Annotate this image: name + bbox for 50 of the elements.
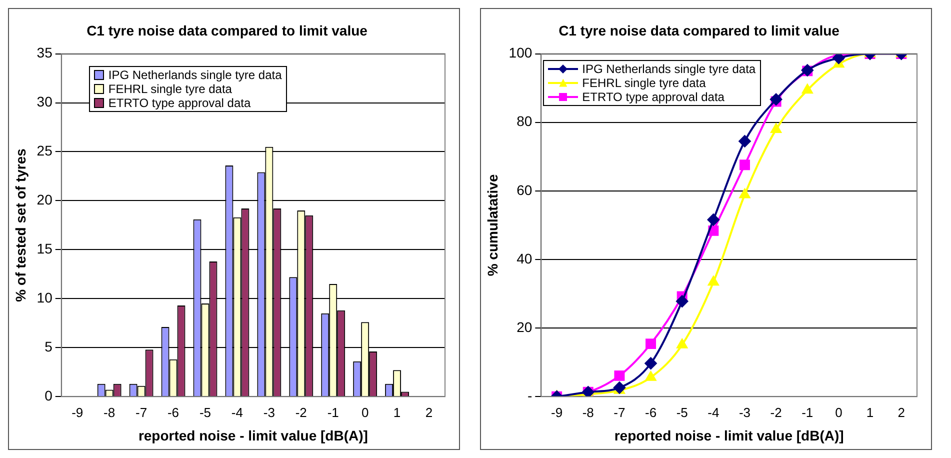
y-axis-title: % cumulatative	[484, 174, 500, 276]
x-tick-label: -9	[72, 404, 84, 420]
x-tick-label: -8	[104, 404, 116, 420]
legend-label: IPG Netherlands single tyre data	[582, 62, 756, 76]
x-tick-label: -7	[614, 404, 626, 420]
legend-label: FEHRL single tyre data	[582, 76, 706, 90]
y-tick-label: 25	[36, 142, 53, 159]
y-tick-label: 0	[44, 387, 53, 404]
x-tick-label: -3	[263, 404, 275, 420]
x-tick-label: -5	[676, 404, 688, 420]
x-tick-label: 2	[898, 404, 905, 420]
x-tick-label: 1	[393, 404, 401, 420]
x-tick-label: -7	[136, 404, 148, 420]
y-tick-label: 60	[516, 182, 532, 198]
chart-title: C1 tyre noise data compared to limit value	[558, 22, 840, 38]
y-tick-label: 5	[44, 338, 53, 354]
legend-label: IPG Netherlands single tyre data	[108, 68, 282, 82]
x-tick-label: -4	[708, 404, 720, 420]
y-tick-label: -	[527, 387, 532, 404]
y-tick-label: 35	[36, 44, 53, 61]
y-axis-title: % of tested set of tyres	[12, 148, 28, 302]
y-tick-label: 80	[516, 113, 532, 130]
y-tick-label: 15	[36, 240, 53, 257]
y-tick-label: 10	[36, 290, 53, 306]
x-tick-label: 0	[361, 404, 369, 420]
chart-title: C1 tyre noise data compared to limit value	[86, 22, 368, 38]
y-tick-label: 30	[36, 94, 53, 110]
legend-label: ETRTO type approval data	[108, 96, 251, 110]
y-tick-label: 20	[516, 318, 532, 335]
y-tick-label: 20	[36, 192, 53, 208]
x-tick-label: -6	[167, 404, 180, 420]
x-tick-label: -2	[295, 404, 307, 420]
x-axis-title: reported noise - limit value [dB(A)]	[614, 427, 844, 444]
x-tick-label: 0	[835, 404, 842, 420]
legend-label: ETRTO type approval data	[582, 90, 724, 104]
x-tick-label: -2	[770, 404, 782, 420]
x-tick-label: -1	[327, 404, 339, 420]
x-tick-label: -1	[802, 404, 814, 420]
x-tick-label: -5	[199, 404, 212, 420]
x-tick-label: -9	[551, 404, 563, 420]
x-tick-label: 1	[866, 404, 874, 420]
x-tick-label: -3	[738, 404, 751, 420]
x-axis-title: reported noise - limit value [dB(A)]	[138, 427, 368, 444]
x-tick-label: -4	[231, 404, 243, 420]
x-tick-label: -8	[582, 404, 594, 420]
legend-label: FEHRL single tyre data	[108, 82, 232, 96]
y-tick-label: 40	[516, 250, 532, 266]
y-tick-label: 100	[508, 44, 532, 61]
x-tick-label: -6	[645, 404, 657, 420]
x-tick-label: 2	[425, 404, 433, 420]
